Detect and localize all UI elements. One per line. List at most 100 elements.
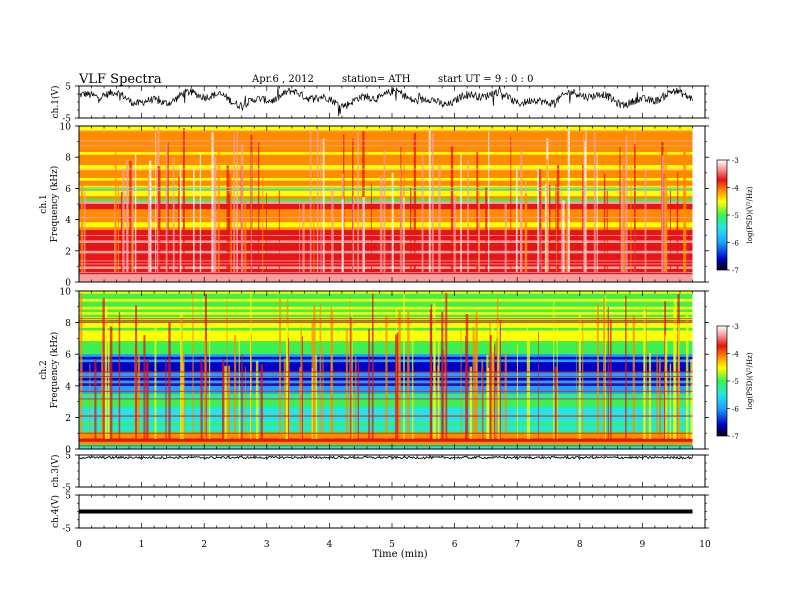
spectrogram-streak xyxy=(445,293,448,439)
spectrogram-streak xyxy=(255,360,259,439)
spectrogram-row xyxy=(79,243,693,246)
spectrogram-row xyxy=(79,133,693,137)
spectrogram-streak xyxy=(309,130,312,272)
spectrogram-streak xyxy=(567,127,570,272)
spectrogram-streak xyxy=(431,133,434,272)
spectrogram-line xyxy=(79,390,693,392)
spectrogram-streak xyxy=(260,364,263,439)
spectrogram-row xyxy=(79,271,693,275)
spectrogram-streak xyxy=(677,354,680,439)
spectrogram-row xyxy=(79,214,693,218)
spectrogram-line xyxy=(79,445,693,447)
spectrogram-streak xyxy=(465,336,467,439)
x-tick-label: 5 xyxy=(389,540,395,550)
spectrogram-streak xyxy=(319,303,322,439)
y-tick-label: 0 xyxy=(65,446,71,456)
spectrogram-streak xyxy=(182,362,184,439)
spectrogram-streak xyxy=(299,202,300,272)
y-tick-label: 5 xyxy=(65,452,71,462)
spectrogram-row xyxy=(79,309,693,313)
spectrogram-streak xyxy=(371,293,374,439)
spectrogram-streak xyxy=(266,193,267,272)
spectrogram-row xyxy=(79,204,693,207)
spectrogram-streak xyxy=(316,126,319,272)
spectrogram-streak xyxy=(619,146,621,272)
spectrogram-streak xyxy=(664,135,667,272)
spectrogram-streak xyxy=(433,303,436,439)
spectrogram-row xyxy=(79,446,693,450)
spectrogram-streak xyxy=(238,331,240,439)
spectrogram-row xyxy=(79,136,693,140)
spectrogram-streak xyxy=(578,312,581,439)
spectrogram-streak xyxy=(437,365,439,439)
y-tick-label: 10 xyxy=(60,288,72,298)
spectrogram-row xyxy=(79,441,693,445)
spectrogram-streak xyxy=(315,354,318,439)
spectrogram-row xyxy=(79,248,693,252)
spectrogram-streak xyxy=(544,183,548,272)
spectrogram-line xyxy=(79,318,693,320)
spectrogram-streak xyxy=(132,164,134,272)
spectrogram-line xyxy=(79,217,693,218)
spectrogram-streak xyxy=(109,326,113,439)
ch1-waveform-trace xyxy=(78,86,693,117)
spectrogram-streak xyxy=(582,164,584,272)
spectrogram-streak xyxy=(453,194,456,272)
spectrogram-streak xyxy=(355,356,357,439)
spectrogram-streak xyxy=(84,191,86,272)
y-tick-label: 4 xyxy=(65,216,71,226)
spectrogram-row xyxy=(79,227,693,231)
spectrogram-streak xyxy=(279,298,282,439)
spectrogram-streak xyxy=(475,310,478,439)
spectrogram-streak xyxy=(661,155,664,272)
spectrogram-row xyxy=(79,245,693,249)
colorbar-tick-label: -7 xyxy=(732,433,739,441)
spectrogram-streak xyxy=(620,178,623,272)
spectrogram-streak xyxy=(538,168,542,272)
spectrogram-streak xyxy=(583,181,586,272)
y-tick-label: -5 xyxy=(62,115,71,125)
colorbar-tick-label: -6 xyxy=(732,406,739,414)
spectrogram-streak xyxy=(593,132,596,272)
spectrogram-streak xyxy=(217,147,220,272)
spectrogram-row xyxy=(79,126,693,129)
spectrogram-streak xyxy=(656,354,658,439)
spectrogram-streak xyxy=(478,203,480,272)
spectrogram-row xyxy=(79,298,693,302)
spectrogram-streak xyxy=(510,136,512,272)
spectrogram-streak xyxy=(240,144,244,272)
x-tick-label: 1 xyxy=(139,540,145,550)
ch2-colorbar: -3 -4 -5 -6 -7 log(PSD)(V²/Hz) xyxy=(716,323,754,441)
spectrogram-row xyxy=(79,154,693,158)
spectrogram-row xyxy=(79,219,693,223)
spectrogram-streak xyxy=(450,146,454,272)
spectrogram-streak xyxy=(485,186,488,272)
x-tick-label: 10 xyxy=(699,540,711,550)
y-tick-label: 8 xyxy=(65,154,71,164)
spectrogram-streak xyxy=(472,327,475,439)
spectrogram-streak xyxy=(213,156,217,272)
spectrogram-streak xyxy=(555,184,557,272)
spectrogram-streak xyxy=(288,338,289,439)
ch3-waveform-panel: 5 -5ch.3(V) xyxy=(50,452,709,494)
spectrogram-streak xyxy=(357,131,359,272)
spectrogram-row xyxy=(79,306,693,310)
spectrogram-streak xyxy=(596,153,598,272)
spectrogram-streak xyxy=(149,182,152,272)
colorbar-tick-label: -6 xyxy=(732,240,739,248)
x-tick-label: 7 xyxy=(514,540,520,550)
spectrogram-streak xyxy=(80,182,84,272)
spectrogram-streak xyxy=(234,335,237,439)
spectrogram-line xyxy=(79,168,693,170)
colorbar-label: log(PSD)(V²/Hz) xyxy=(746,352,754,409)
spectrogram-streak xyxy=(527,340,530,439)
spectrogram-line xyxy=(79,263,693,265)
spectrogram-line xyxy=(79,321,693,323)
spectrogram-streak xyxy=(520,202,522,272)
spectrogram-line xyxy=(79,441,693,443)
spectrogram-row xyxy=(79,230,693,233)
spectrogram-streak xyxy=(467,160,469,272)
spectrogram-streak xyxy=(684,132,687,272)
spectrogram-streak xyxy=(428,128,431,272)
y-tick-label: 6 xyxy=(65,185,71,195)
